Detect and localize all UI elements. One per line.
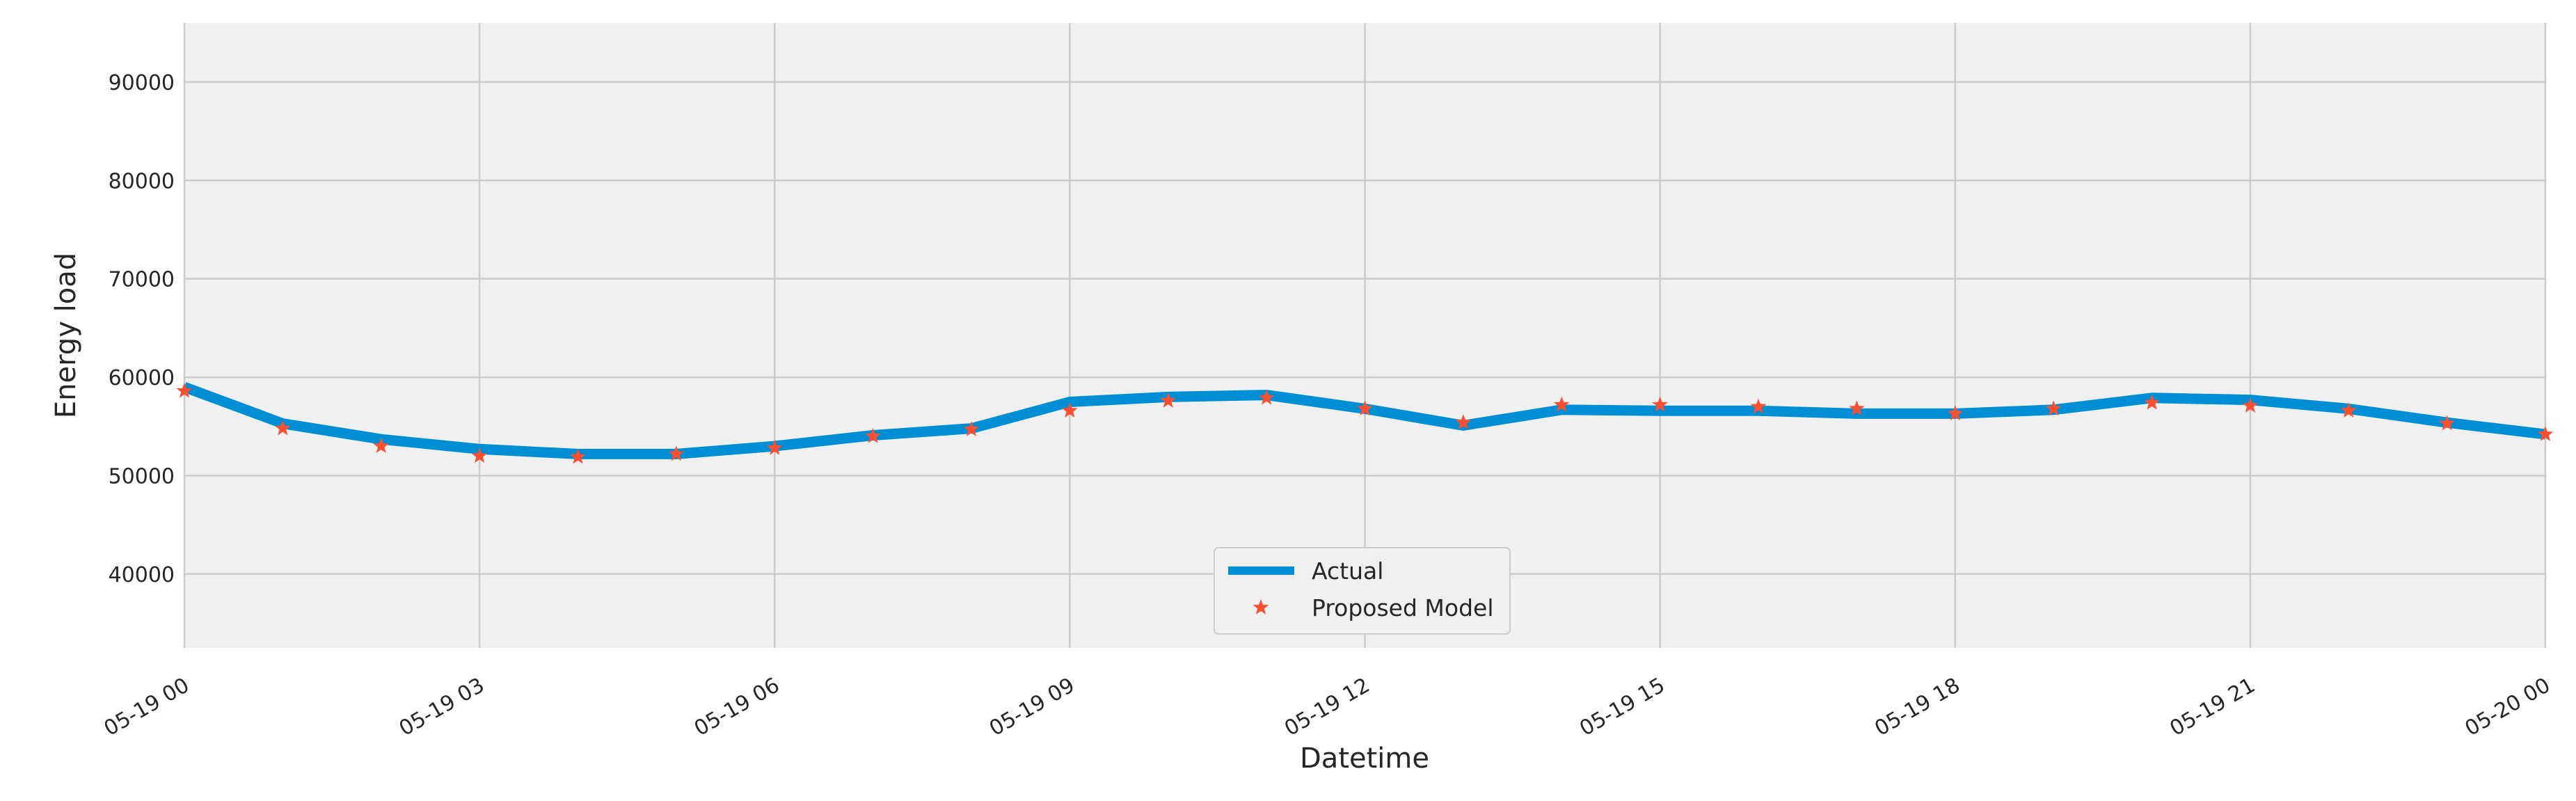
series-proposed-model-point [373,438,390,453]
series-proposed-model-point [2537,426,2554,441]
legend-proposed-model-star-icon [1253,599,1269,614]
series-proposed-model-point [1258,389,1275,405]
series-proposed-model-point [1455,414,1472,429]
y-tick-label: 50000 [109,465,175,489]
grid-lines [183,23,2547,648]
x-tick-label: 05-20 00 [2461,673,2554,741]
series-proposed-model-point [275,420,291,436]
series-proposed-model-point [865,428,881,443]
series-proposed-model-point [2340,402,2357,418]
series-proposed-model-point [766,439,783,455]
series-layer [176,382,2554,464]
series-proposed-model-point [1849,400,1865,416]
series-proposed-model-point [1160,392,1177,408]
x-tick-label: 05-19 06 [690,673,784,741]
x-tick-label: 05-19 12 [1280,673,1374,741]
x-tick-label: 05-19 00 [100,673,193,741]
series-proposed-model-point [1553,396,1570,412]
series-proposed-model-point [963,421,980,436]
x-axis-label: Datetime [1300,743,1429,775]
y-axis-tick-labels: 40000 50000 60000 70000 80000 90000 [109,71,175,587]
series-proposed-model-point [176,382,193,398]
y-tick-label: 60000 [109,366,175,390]
x-tick-label: 05-19 09 [985,673,1079,741]
series-proposed-model-point [668,445,685,461]
legend-actual-label: Actual [1312,557,1383,585]
y-tick-label: 90000 [109,71,175,95]
x-tick-label: 05-19 03 [395,673,488,741]
legend: Actual Proposed Model [1214,547,1511,635]
y-tick-label: 70000 [109,268,175,292]
x-axis-tick-labels: 05-19 00 05-19 03 05-19 06 05-19 09 05-19 12… [100,673,2554,741]
series-proposed-model-point [1750,398,1767,414]
series-proposed-model-point [2045,400,2062,416]
series-proposed-model-point [1062,402,1078,418]
y-tick-label: 80000 [109,169,175,193]
x-tick-label: 05-19 15 [1575,673,1669,741]
series-proposed-model-point [2144,394,2160,410]
series-proposed-model-point [2242,397,2259,413]
y-axis-label: Energy load [50,253,82,418]
x-tick-label: 05-19 21 [2166,673,2259,741]
series-proposed-model-point [1652,396,1668,412]
series-proposed-model-point [471,447,488,463]
series-proposed-model-point [1947,405,1964,421]
legend-proposed-model-label: Proposed Model [1312,594,1494,621]
series-proposed-model-point [570,448,586,464]
series-proposed-model-point [2439,415,2455,431]
x-tick-label: 05-19 18 [1870,673,1964,741]
y-tick-label: 40000 [109,563,175,587]
series-proposed-model-point [1357,400,1373,416]
